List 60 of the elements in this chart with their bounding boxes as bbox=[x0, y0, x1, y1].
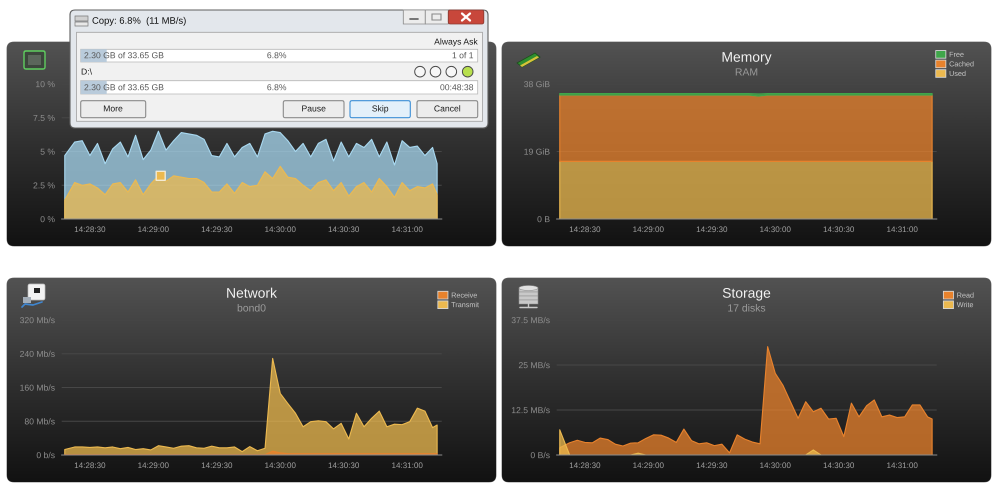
y-tick-label: 0 % bbox=[40, 216, 55, 222]
x-tick-label: 14:29:30 bbox=[202, 226, 232, 232]
x-tick-label: 14:29:00 bbox=[633, 462, 664, 468]
chart-subtitle: 17 disks bbox=[728, 304, 766, 312]
x-tick-label: 14:31:00 bbox=[887, 226, 918, 232]
y-tick-label: 10 % bbox=[36, 81, 55, 88]
x-tick-label: 14:31:00 bbox=[392, 226, 423, 232]
y-tick-label: 0 B bbox=[537, 216, 550, 222]
x-tick-label: 14:30:00 bbox=[760, 462, 791, 468]
y-tick-label: 37.5 MB/s bbox=[512, 316, 550, 324]
chart-title: Storage bbox=[722, 288, 770, 301]
text: 6.8% bbox=[267, 52, 286, 58]
text: D:\ bbox=[82, 68, 92, 75]
text: 2.30 GB of 33.65 GB bbox=[84, 52, 164, 58]
y-tick-label: 160 Mb/s bbox=[20, 384, 55, 391]
text: Always Ask bbox=[434, 38, 478, 46]
x-tick-label: 14:28:30 bbox=[74, 226, 106, 232]
y-tick-label: 19 GiB bbox=[524, 148, 550, 155]
y-tick-label: 320 Mb/s bbox=[20, 316, 55, 324]
y-tick-label: 25 MB/s bbox=[518, 362, 550, 368]
chart-subtitle: bond0 bbox=[238, 304, 266, 312]
x-tick-label: 14:28:30 bbox=[74, 462, 106, 468]
chart-title: Memory bbox=[722, 52, 772, 65]
y-tick-label: 12.5 MB/s bbox=[512, 406, 550, 414]
x-tick-label: 14:30:30 bbox=[328, 462, 360, 468]
y-tick-label: 240 Mb/s bbox=[20, 350, 55, 357]
annotation: Pause bbox=[302, 106, 326, 112]
x-tick-label: 14:29:00 bbox=[138, 226, 169, 232]
x-tick-label: 14:29:00 bbox=[138, 462, 169, 468]
annotation: Skip bbox=[372, 105, 388, 114]
y-tick-label: 2.5 % bbox=[33, 182, 55, 188]
annotation: 6.8% bbox=[267, 84, 286, 90]
y-tick-label: 0 b/s bbox=[36, 452, 55, 458]
text: 1 of 1 bbox=[452, 52, 474, 58]
chart-title: Network bbox=[227, 288, 277, 298]
x-tick-label: 14:30:00 bbox=[265, 226, 296, 232]
annotation: Cancel bbox=[434, 105, 460, 112]
y-tick-label: 38 GiB bbox=[524, 80, 550, 88]
x-tick-label: 14:30:30 bbox=[824, 226, 854, 232]
x-tick-label: 14:29:30 bbox=[696, 462, 728, 468]
x-tick-label: 14:28:30 bbox=[570, 462, 600, 468]
x-tick-label: 14:29:00 bbox=[633, 226, 664, 232]
x-tick-label: 14:31:00 bbox=[887, 462, 918, 468]
annotation: 2.30 GB of 33.65 GB bbox=[84, 84, 164, 90]
x-tick-label: 14:30:30 bbox=[328, 226, 360, 232]
x-tick-label: 14:30:30 bbox=[824, 462, 854, 468]
x-tick-label: 14:29:30 bbox=[202, 462, 232, 468]
text: Copy: 6.8% (11 MB/s) bbox=[92, 16, 186, 26]
x-tick-label: 14:30:00 bbox=[760, 226, 791, 232]
x-tick-label: 14:29:30 bbox=[696, 226, 728, 232]
x-tick-label: 14:31:00 bbox=[392, 462, 423, 468]
chart-subtitle: RAM bbox=[736, 68, 758, 76]
y-tick-label: 5 % bbox=[40, 148, 55, 155]
annotation: 00:48:38 bbox=[440, 84, 474, 90]
y-tick-label: 80 Mb/s bbox=[24, 418, 55, 424]
y-tick-label: 0 B/s bbox=[530, 452, 550, 458]
x-tick-label: 14:28:30 bbox=[570, 226, 600, 232]
annotation: More bbox=[104, 106, 122, 112]
y-tick-label: 7.5 % bbox=[33, 114, 55, 121]
x-tick-label: 14:30:00 bbox=[265, 462, 296, 468]
